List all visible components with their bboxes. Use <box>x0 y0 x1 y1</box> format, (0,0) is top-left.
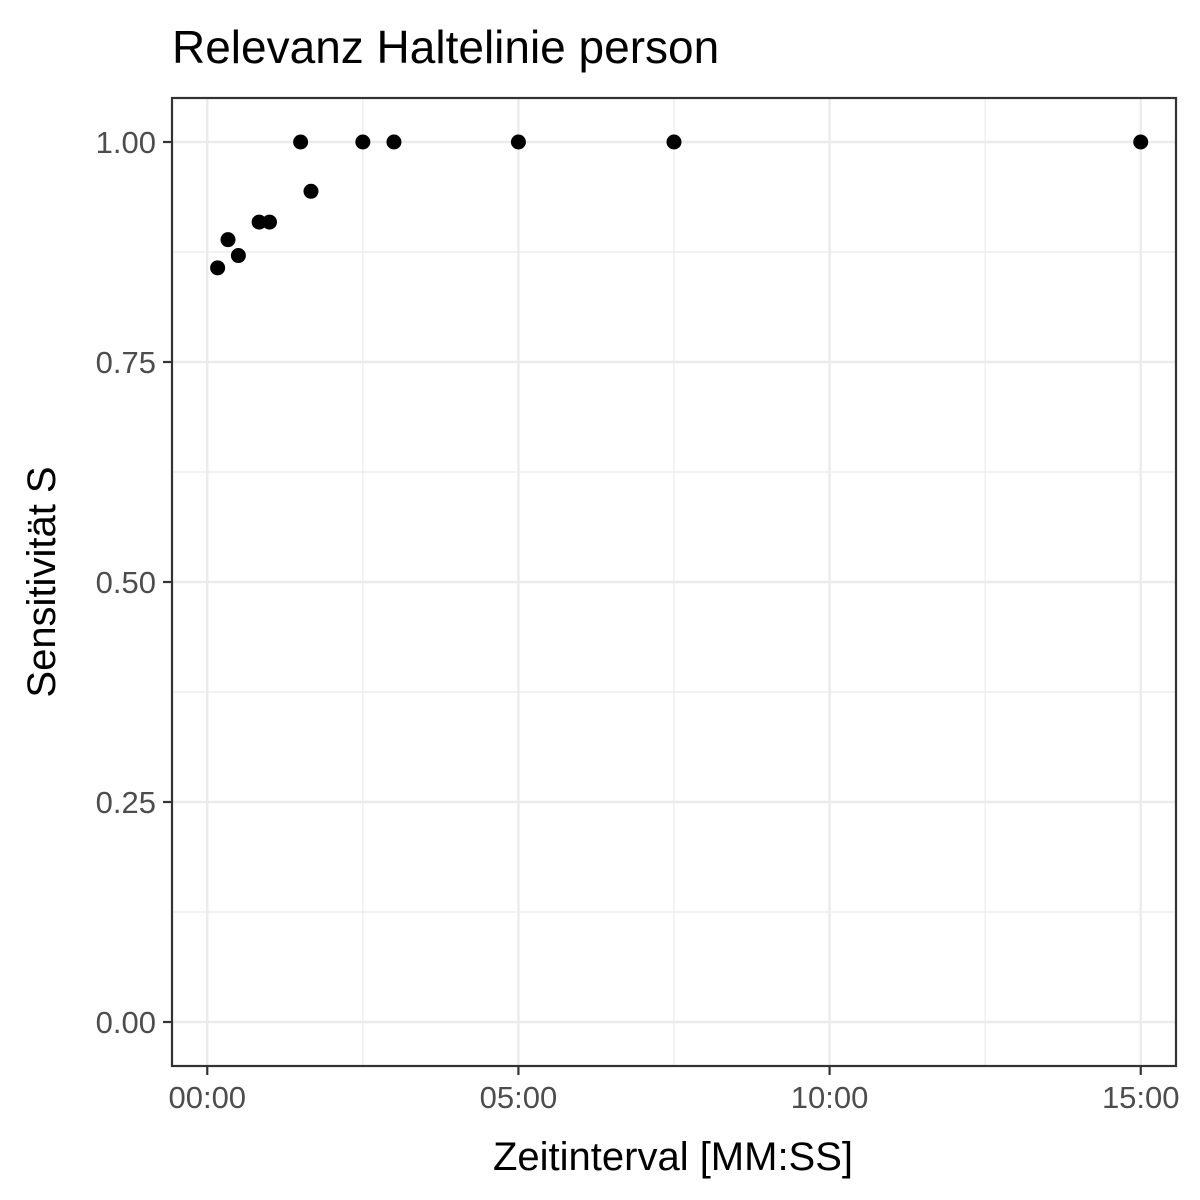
x-tick-label: 05:00 <box>480 1080 558 1115</box>
data-point <box>261 214 277 230</box>
x-tick-label: 00:00 <box>168 1080 246 1115</box>
y-tick-label: 0.25 <box>96 785 156 820</box>
chart-title: Relevanz Haltelinie person <box>172 21 719 73</box>
data-point <box>210 260 226 276</box>
data-point <box>666 134 682 150</box>
grid-lines <box>172 98 1176 1066</box>
data-point <box>355 134 371 150</box>
axis-ticks: 00:00 05:00 10:00 15:00 0.00 0.25 0.50 0.75 1.00 <box>96 125 1180 1115</box>
data-point <box>251 214 267 230</box>
data-point <box>293 134 309 150</box>
x-tick-label: 10:00 <box>791 1080 869 1115</box>
y-tick-label: 1.00 <box>96 125 156 160</box>
y-tick-label: 0.75 <box>96 345 156 380</box>
data-point <box>386 134 402 150</box>
y-tick-label: 0.00 <box>96 1005 156 1040</box>
data-points <box>210 134 1149 276</box>
y-tick-label: 0.50 <box>96 565 156 600</box>
data-point <box>220 232 236 248</box>
data-point <box>1133 134 1149 150</box>
y-axis-title: Sensitivität S <box>20 466 64 697</box>
data-point <box>230 248 246 264</box>
data-point <box>510 134 526 150</box>
data-point <box>303 183 319 199</box>
x-tick-label: 15:00 <box>1102 1080 1180 1115</box>
x-axis-title: Zeitinterval [MM:SS] <box>493 1135 853 1179</box>
